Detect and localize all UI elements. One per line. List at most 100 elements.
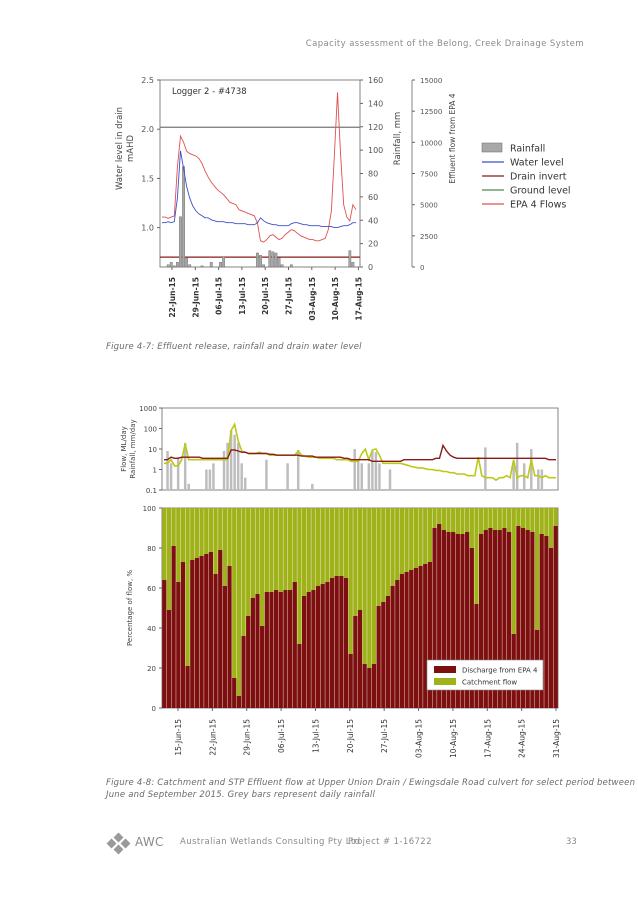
legend-label: Ground level <box>510 186 571 197</box>
right-tick-label: 0 <box>420 264 424 272</box>
catchment-bar <box>465 508 470 532</box>
discharge-bar <box>287 590 293 708</box>
bottom-y-tick-label: 80 <box>147 545 156 553</box>
discharge-bar <box>185 666 190 708</box>
rainfall-bar <box>200 265 204 268</box>
discharge-bar <box>483 530 488 708</box>
discharge-bar <box>409 570 414 708</box>
legend-label: Drain invert <box>510 172 567 183</box>
bottom-legend-label: Catchment flow <box>462 679 517 687</box>
discharge-bar <box>250 598 255 708</box>
catchment-bar <box>306 508 311 592</box>
top-discharge-line <box>164 443 556 462</box>
top-rainfall-bar <box>166 450 169 490</box>
catchment-bar <box>301 508 307 596</box>
page-footer: AWC Australian Wetlands Consulting Pty L… <box>0 830 638 860</box>
x-tick-label: 17-Aug-15 <box>354 277 363 321</box>
discharge-bar <box>180 562 186 708</box>
top-catchment-line <box>164 422 556 482</box>
catchment-bar <box>381 508 386 602</box>
catchment-bar <box>371 508 377 664</box>
x-tick-label: 27-Jul-15 <box>285 277 294 315</box>
discharge-bar <box>306 592 311 708</box>
catchment-bar <box>492 508 498 530</box>
rainfall-bar <box>289 264 293 268</box>
left-tick-label: 1.5 <box>141 174 154 183</box>
right-tick-label: 7500 <box>420 171 438 179</box>
catchment-bar <box>241 508 246 636</box>
catchment-bar <box>255 508 260 594</box>
top-rainfall-bar <box>371 450 374 490</box>
discharge-bar <box>492 530 498 708</box>
top-rainfall-bar <box>484 447 487 490</box>
catchment-bar <box>502 508 507 528</box>
company-name: Australian Wetlands Consulting Pty Ltd <box>180 837 361 847</box>
catchment-bar <box>311 508 316 590</box>
mid-tick-label: 140 <box>368 99 383 108</box>
discharge-bar <box>451 532 456 708</box>
discharge-bar <box>353 616 358 708</box>
discharge-bar <box>218 550 223 708</box>
mid-tick-label: 60 <box>368 193 378 202</box>
rainfall-bar <box>256 252 259 268</box>
discharge-bar <box>320 584 325 708</box>
x-tick-label: 29-Jun-15 <box>191 277 200 318</box>
right-tick-label: 12500 <box>420 108 442 116</box>
discharge-bar <box>520 528 526 708</box>
discharge-bar <box>348 654 353 708</box>
top-rainfall-bar <box>229 430 233 490</box>
discharge-bar <box>381 602 386 708</box>
top-rainfall-bar <box>183 442 187 490</box>
discharge-bar <box>460 534 465 708</box>
catchment-bar <box>460 508 465 534</box>
catchment-bar <box>511 508 516 634</box>
bottom-x-tick-label: 13-Jul-15 <box>311 719 320 753</box>
bottom-x-tick-label: 31-Aug-15 <box>552 719 561 758</box>
x-tick-label: 13-Jul-15 <box>238 277 247 315</box>
catchment-bar <box>208 508 214 552</box>
discharge-bar <box>269 592 274 708</box>
rainfall-bar <box>222 256 225 268</box>
figure-4-7-chart: 2.5 2.0 1.5 1.0 160 140 120 100 80 60 40 20 0 15000 12… <box>115 76 571 321</box>
catchment-bar <box>488 508 493 528</box>
catchment-bar <box>479 508 484 534</box>
catchment-bar <box>544 508 549 536</box>
bottom-x-tick-label: 20-Jul-15 <box>346 719 355 753</box>
catchment-bar <box>260 508 265 626</box>
catchment-bar <box>483 508 488 530</box>
top-rainfall-bar <box>530 449 533 490</box>
catchment-bar <box>539 508 544 534</box>
bottom-legend-label: Discharge from EPA 4 <box>462 667 538 675</box>
bottom-x-tick-label: 27-Jul-15 <box>380 719 389 753</box>
discharge-bar <box>274 590 279 708</box>
catchment-bar <box>409 508 414 570</box>
discharge-bar <box>232 678 237 708</box>
catchment-bar <box>213 508 218 574</box>
discharge-bar <box>395 580 400 708</box>
catchment-bar <box>222 508 228 586</box>
epa4-flow-line <box>162 92 357 243</box>
discharge-bar <box>516 526 521 708</box>
top-rainfall-bar <box>286 463 289 490</box>
discharge-bar <box>371 664 377 708</box>
discharge-bar <box>283 590 288 708</box>
y-axis-label-left-line: Water level in drain <box>115 107 125 190</box>
discharge-bar <box>297 644 302 708</box>
discharge-bar <box>432 528 437 708</box>
bottom-y-tick-label: 0 <box>152 705 156 713</box>
top-rainfall-bar <box>296 449 300 490</box>
chart-title: Logger 2 - #4738 <box>172 87 247 97</box>
discharge-bar <box>539 534 544 708</box>
running-header: Capacity assessment of the Belong, Creek… <box>305 39 584 49</box>
top-rainfall-bar <box>515 442 519 490</box>
figure-4-8-caption: Figure 4-8: Catchment and STP Effluent f… <box>106 777 635 801</box>
discharge-bar <box>264 592 269 708</box>
figure-4-8-caption-line: June and September 2015. Grey bars repre… <box>106 790 376 800</box>
catchment-bar <box>334 508 339 576</box>
y-axis-label-left: Water level in drainmAHD <box>115 107 136 190</box>
discharge-bar <box>357 610 363 708</box>
awc-brand: AWC <box>135 835 164 849</box>
top-rainfall-bar <box>512 463 515 490</box>
bottom-y-tick-label: 20 <box>147 665 156 673</box>
